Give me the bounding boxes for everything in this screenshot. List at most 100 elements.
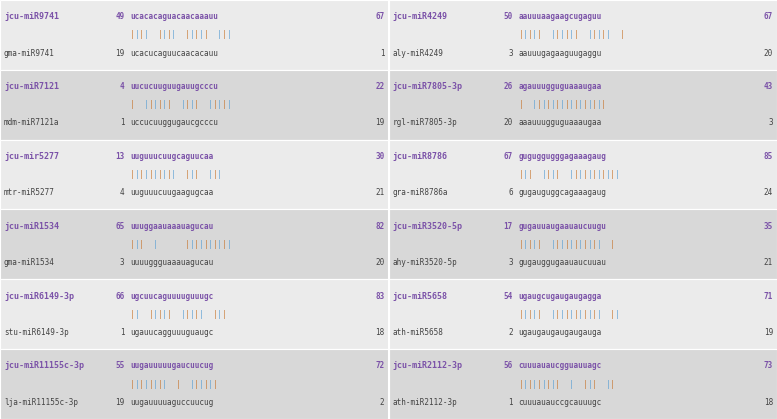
Text: |: | bbox=[532, 100, 537, 109]
Text: |: | bbox=[190, 310, 194, 319]
Text: |: | bbox=[180, 100, 185, 109]
Text: |: | bbox=[528, 170, 532, 179]
Text: jcu-miR5658: jcu-miR5658 bbox=[392, 292, 448, 300]
Text: rgl-miR7805-3p: rgl-miR7805-3p bbox=[392, 119, 457, 127]
Text: 20: 20 bbox=[764, 49, 773, 57]
Text: |: | bbox=[587, 100, 592, 109]
Text: |: | bbox=[546, 100, 551, 109]
Text: |: | bbox=[537, 100, 542, 109]
Text: uuguuucuugcaguucaa: uuguuucuugcaguucaa bbox=[131, 152, 214, 161]
Text: |: | bbox=[167, 31, 172, 39]
Text: |: | bbox=[569, 310, 573, 319]
Text: ath-miR5658: ath-miR5658 bbox=[392, 328, 444, 337]
Text: 18: 18 bbox=[375, 328, 385, 337]
Text: |: | bbox=[592, 310, 597, 319]
Text: 21: 21 bbox=[764, 258, 773, 267]
Text: |: | bbox=[523, 31, 528, 39]
Text: 19: 19 bbox=[764, 328, 773, 337]
Text: uuguuucuugaagugcaa: uuguuucuugaagugcaa bbox=[131, 188, 214, 197]
Text: stu-miR6149-3p: stu-miR6149-3p bbox=[4, 328, 68, 337]
Text: |: | bbox=[222, 100, 227, 109]
Text: |: | bbox=[573, 310, 578, 319]
Text: |: | bbox=[551, 380, 556, 388]
Text: |: | bbox=[218, 100, 222, 109]
Text: aauuugagaaguugaggu: aauuugagaaguugaggu bbox=[519, 49, 602, 57]
Text: |: | bbox=[148, 100, 153, 109]
Text: |: | bbox=[144, 100, 148, 109]
Text: |: | bbox=[619, 31, 624, 39]
Text: |: | bbox=[131, 170, 134, 179]
Text: |: | bbox=[560, 240, 565, 249]
Text: |: | bbox=[158, 100, 162, 109]
Text: uuuuggguaaauagucau: uuuuggguaaauagucau bbox=[131, 258, 214, 267]
FancyBboxPatch shape bbox=[0, 0, 388, 70]
Text: |: | bbox=[148, 170, 153, 179]
Text: |: | bbox=[158, 31, 162, 39]
Text: cuuuauauccgcauuugc: cuuuauauccgcauuugc bbox=[519, 398, 602, 407]
Text: |: | bbox=[176, 380, 181, 388]
FancyBboxPatch shape bbox=[388, 140, 777, 210]
Text: 6: 6 bbox=[508, 188, 513, 197]
Text: |: | bbox=[167, 170, 172, 179]
Text: |: | bbox=[213, 100, 218, 109]
Text: |: | bbox=[606, 380, 611, 388]
Text: agauuugguguaaaugaa: agauuugguguaaaugaa bbox=[519, 82, 602, 91]
Text: |: | bbox=[153, 240, 158, 249]
Text: |: | bbox=[532, 31, 537, 39]
Text: |: | bbox=[606, 170, 611, 179]
Text: |: | bbox=[578, 310, 583, 319]
Text: jcu-miR1534: jcu-miR1534 bbox=[4, 222, 59, 231]
Text: |: | bbox=[592, 240, 597, 249]
Text: 3: 3 bbox=[508, 49, 513, 57]
Text: 67: 67 bbox=[764, 12, 773, 21]
Text: |: | bbox=[218, 240, 222, 249]
Text: gma-miR1534: gma-miR1534 bbox=[4, 258, 55, 267]
Text: 3: 3 bbox=[120, 258, 124, 267]
Text: |: | bbox=[144, 31, 148, 39]
Text: gugauggugaauaucuuau: gugauggugaauaucuuau bbox=[519, 258, 607, 267]
Text: jcu-miR8786: jcu-miR8786 bbox=[392, 152, 448, 161]
Text: guguggugggagaaagaug: guguggugggagaaagaug bbox=[519, 152, 607, 161]
Text: jcu-miR9741: jcu-miR9741 bbox=[4, 12, 59, 21]
Text: 4: 4 bbox=[120, 82, 124, 91]
Text: |: | bbox=[551, 170, 556, 179]
Text: 13: 13 bbox=[115, 152, 124, 161]
Text: |: | bbox=[204, 31, 208, 39]
Text: |: | bbox=[615, 170, 620, 179]
Text: |: | bbox=[162, 100, 167, 109]
Text: 67: 67 bbox=[375, 12, 385, 21]
Text: |: | bbox=[227, 100, 232, 109]
Text: jcu-miR7121: jcu-miR7121 bbox=[4, 82, 59, 91]
Text: |: | bbox=[134, 310, 139, 319]
Text: 49: 49 bbox=[115, 12, 124, 21]
Text: |: | bbox=[194, 240, 199, 249]
Text: |: | bbox=[611, 380, 615, 388]
Text: 83: 83 bbox=[375, 292, 385, 300]
Text: |: | bbox=[208, 380, 213, 388]
Text: 82: 82 bbox=[375, 222, 385, 231]
Text: |: | bbox=[190, 380, 194, 388]
Text: 35: 35 bbox=[764, 222, 773, 231]
Text: 21: 21 bbox=[375, 188, 385, 197]
Text: |: | bbox=[162, 31, 167, 39]
Text: |: | bbox=[573, 31, 578, 39]
Text: |: | bbox=[560, 310, 565, 319]
Text: |: | bbox=[167, 310, 172, 319]
Text: gra-miR8786a: gra-miR8786a bbox=[392, 188, 448, 197]
Text: |: | bbox=[615, 310, 620, 319]
Text: |: | bbox=[592, 380, 597, 388]
Text: |: | bbox=[199, 310, 204, 319]
Text: |: | bbox=[194, 100, 199, 109]
Text: |: | bbox=[597, 240, 601, 249]
Text: 73: 73 bbox=[764, 362, 773, 370]
Text: uugauuuuaguccuucug: uugauuuuaguccuucug bbox=[131, 398, 214, 407]
Text: |: | bbox=[519, 240, 523, 249]
Text: |: | bbox=[222, 31, 227, 39]
Text: |: | bbox=[565, 31, 570, 39]
Text: |: | bbox=[597, 100, 601, 109]
Text: |: | bbox=[601, 170, 606, 179]
Text: |: | bbox=[139, 170, 144, 179]
FancyBboxPatch shape bbox=[388, 0, 777, 70]
Text: |: | bbox=[194, 31, 199, 39]
FancyBboxPatch shape bbox=[388, 279, 777, 349]
